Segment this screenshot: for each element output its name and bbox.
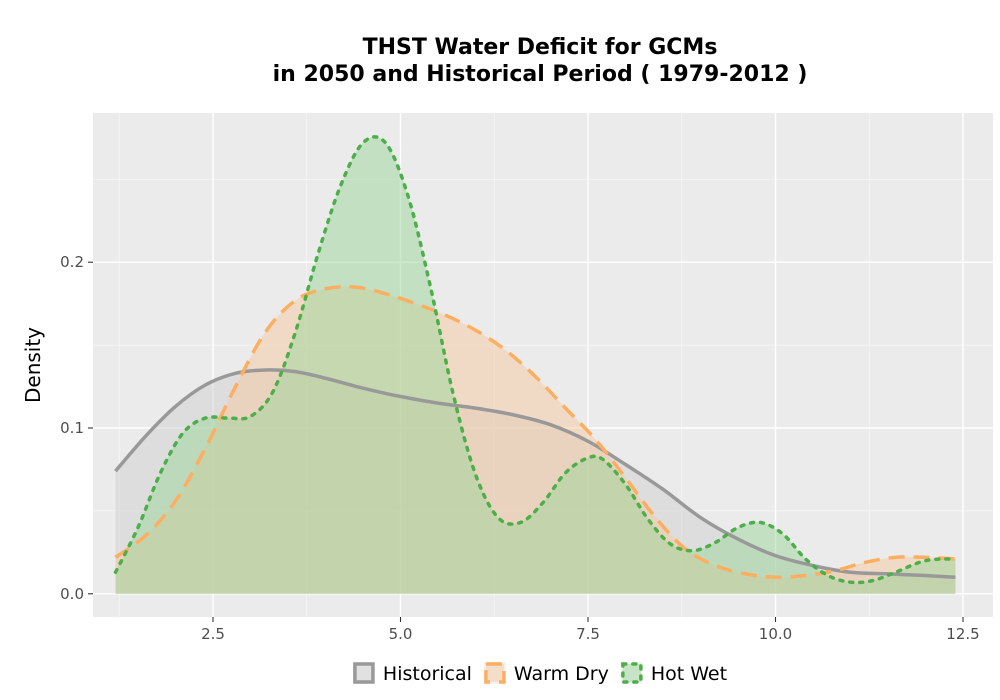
- legend: Historical Warm Dry Hot Wet: [352, 662, 727, 685]
- x-tick-label: 5.0: [389, 625, 413, 643]
- legend-label-warm-dry: Warm Dry: [514, 663, 609, 685]
- legend-key-hot-wet: [621, 662, 643, 684]
- y-tick-label: 0.2: [60, 253, 84, 271]
- density-lines: [113, 135, 958, 585]
- chart-title-line-1: THST Water Deficit for GCMs: [363, 35, 718, 60]
- x-tick-label: 7.5: [576, 625, 600, 643]
- x-tick-label: 2.5: [201, 625, 225, 643]
- axes: 2.5 5.0 7.5 10.0 12.5 0.0 0.1 0.2: [60, 253, 980, 643]
- y-tick-label: 0.1: [60, 419, 84, 437]
- legend-key-historical: [353, 662, 375, 684]
- y-tick-label: 0.0: [60, 585, 84, 603]
- density-line-hot-wet: [113, 135, 958, 585]
- x-tick-label: 12.5: [946, 625, 979, 643]
- density-line-warm-dry: [114, 284, 956, 580]
- density-fills: [115, 136, 956, 594]
- y-axis-title: Density: [21, 327, 45, 403]
- legend-key-warm-dry: [484, 662, 506, 684]
- chart-title-line-2: in 2050 and Historical Period ( 1979-201…: [273, 62, 808, 87]
- legend-label-hot-wet: Hot Wet: [651, 663, 727, 685]
- legend-label-historical: Historical: [383, 663, 472, 685]
- x-tick-label: 10.0: [759, 625, 792, 643]
- density-fill-hot-wet: [115, 136, 956, 594]
